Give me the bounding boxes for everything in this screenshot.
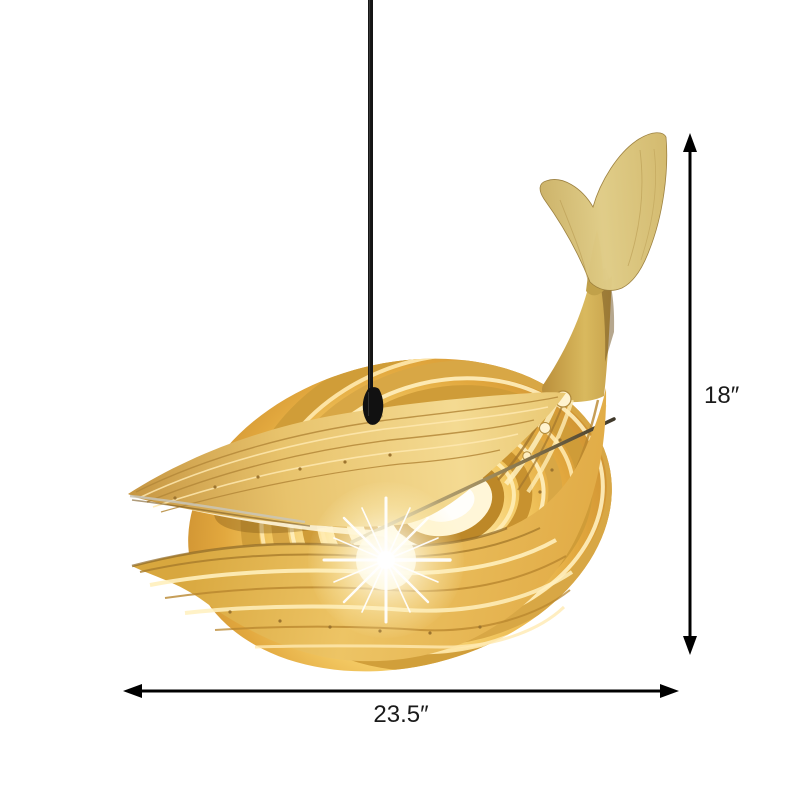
- jaw-pin-holes: [173, 453, 392, 500]
- tail-fluke: [539, 132, 668, 291]
- height-dimension-label: 18″: [704, 382, 740, 409]
- height-arrow-up-icon: [683, 133, 697, 152]
- jaw-metal-rim: [129, 494, 306, 524]
- hanging-cord: [362, 0, 384, 425]
- width-dimension: 23.5″: [123, 684, 679, 728]
- belly-pin-holes: [228, 610, 482, 635]
- cord-connector: [362, 387, 384, 425]
- width-arrow-left-icon: [123, 684, 142, 698]
- width-dimension-label: 23.5″: [373, 701, 429, 728]
- height-dimension: 18″: [683, 133, 740, 655]
- width-arrow-right-icon: [660, 684, 679, 698]
- light-rays: [322, 496, 452, 624]
- tail-stem: [542, 272, 612, 403]
- whale-tail: [539, 132, 668, 403]
- height-arrow-down-icon: [683, 636, 697, 655]
- bulb-starburst: [308, 482, 464, 638]
